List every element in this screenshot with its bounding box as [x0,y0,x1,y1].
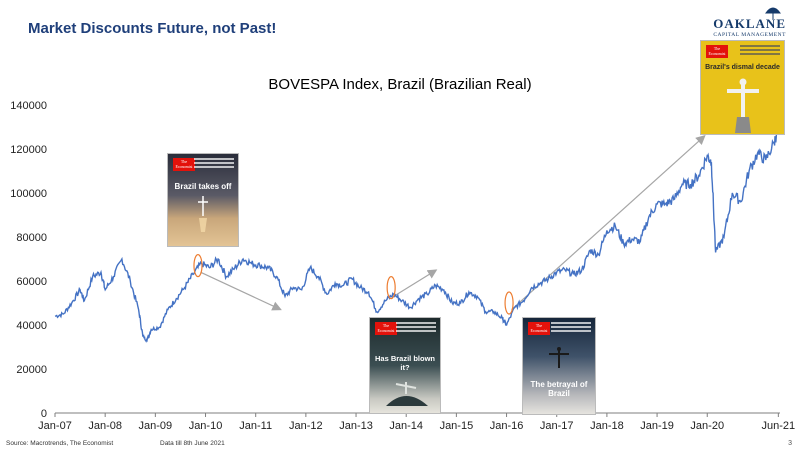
cover-teaser [551,322,591,334]
source-note: Source: Macrotrends, The Economist [6,440,114,447]
brand-name: OAKLANE [713,16,786,31]
x-tick-label: Jan-16 [490,420,524,432]
x-tick-label: Jan-08 [88,420,122,432]
x-tick-label: Jan-18 [590,420,624,432]
y-tick-label: 60000 [16,276,47,288]
y-tick-label: 140000 [10,100,47,112]
economist-logo: The Economist [528,322,550,335]
highlight-ellipse [504,291,514,315]
chart-axes: 0 20000 40000 60000 80000 100000 120000 140000 J… [10,100,795,432]
page-number: 3 [788,440,792,447]
cover-teaser [740,45,780,57]
data-date-note: Data till 8th June 2021 [160,440,225,447]
x-tick-label: Jan-12 [289,420,323,432]
economist-logo: The Economist [375,322,397,335]
falling-statue-icon [386,382,428,406]
x-tick-label: Jun-21 [762,420,796,432]
rocket-statue-icon [198,196,208,232]
x-tick-label: Jan-20 [690,420,724,432]
bovespa-series-line [54,125,779,343]
economist-cover-2009: The Economist Brazil takes off [167,153,239,247]
highlight-ellipse [386,276,396,300]
economist-logo: The Economist [173,158,195,171]
x-tick-label: Jan-13 [339,420,373,432]
trend-arrow [511,134,706,311]
cover-headline: The betrayal of Brazil [530,380,588,398]
christ-redeemer-icon [727,78,759,133]
x-tick-label: Jan-17 [540,420,574,432]
cover-headline: Has Brazil blown it? [374,354,435,372]
y-tick-label: 20000 [16,364,47,376]
x-tick-label: Jan-11 [239,420,272,432]
cover-teaser [194,158,234,170]
x-tick-label: Jan-15 [440,420,474,432]
y-tick-label: 120000 [10,144,47,156]
chart-title: BOVESPA Index, Brazil (Brazilian Real) [268,76,532,93]
trend-arrows [200,134,706,311]
cover-headline: Brazil's dismal decade [705,64,780,71]
x-tick-label: Jan-07 [38,420,72,432]
trend-arrow [200,271,282,311]
y-tick-label: 80000 [16,232,47,244]
y-tick-label: 40000 [16,320,47,332]
x-tick-label: Jan-10 [189,420,223,432]
economist-logo: The Economist [706,45,728,58]
x-tick-label: Jan-14 [389,420,423,432]
brand-subtitle: CAPITAL MANAGEMENT [713,32,786,38]
x-tick-label: Jan-09 [139,420,173,432]
statue-icon [549,347,569,368]
company-logo: OAKLANE CAPITAL MANAGEMENT [674,6,786,46]
x-tick-label: Jan-19 [640,420,674,432]
economist-cover-2013: The Economist Has Brazil blown it? [369,317,441,414]
cover-headline: Brazil takes off [174,182,232,191]
slide-title: Market Discounts Future, not Past! [28,20,277,37]
economist-cover-2016: The Economist The betrayal of Brazil [522,317,596,415]
highlight-ellipse [193,254,203,278]
y-tick-label: 0 [41,408,47,420]
economist-cover-2021: The Economist Brazil's dismal decade [700,40,785,135]
highlight-markers [193,110,783,315]
y-tick-label: 100000 [10,188,47,200]
trend-arrow [393,269,438,297]
cover-teaser [396,322,436,334]
tree-icon [765,7,781,19]
